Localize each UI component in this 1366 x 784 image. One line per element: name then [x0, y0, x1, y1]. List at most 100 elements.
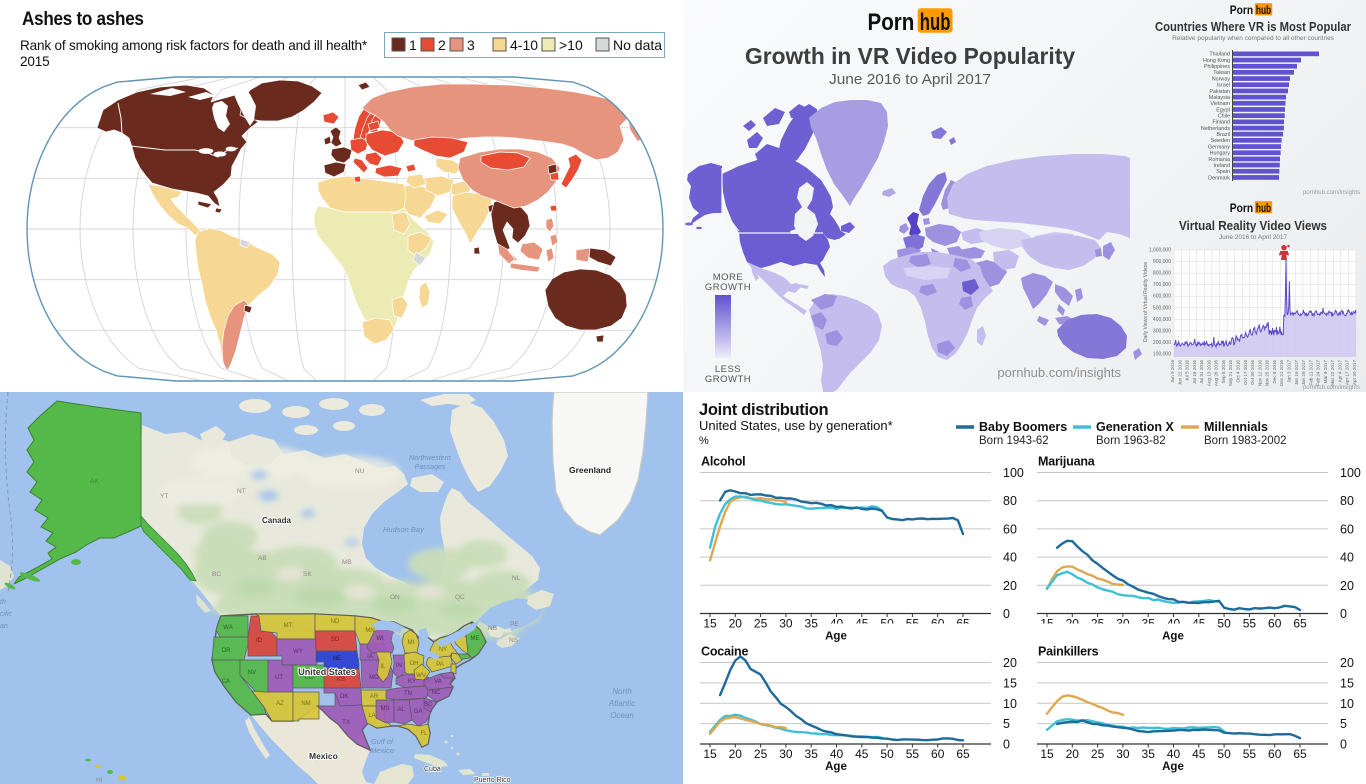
svg-text:Alcohol: Alcohol: [701, 455, 745, 469]
svg-text:Apr 30 2017: Apr 30 2017: [1352, 360, 1357, 385]
svg-text:Hungary: Hungary: [1210, 151, 1231, 157]
svg-text:30: 30: [779, 747, 793, 761]
svg-text:15: 15: [703, 617, 717, 631]
svg-text:TN: TN: [404, 691, 412, 697]
svg-text:PA: PA: [436, 662, 444, 668]
svg-text:Brazil: Brazil: [1217, 132, 1230, 138]
svg-text:Feb 11 2017: Feb 11 2017: [1308, 360, 1313, 386]
svg-text:Oct 30 2016: Oct 30 2016: [1250, 360, 1255, 385]
svg-text:2: 2: [438, 37, 446, 53]
svg-text:0: 0: [1003, 738, 1010, 752]
svg-text:IL: IL: [380, 664, 386, 670]
svg-text:UT: UT: [275, 675, 283, 681]
svg-text:Relative popularity when compa: Relative popularity when compared to all…: [1172, 35, 1335, 42]
svg-text:SK: SK: [303, 571, 312, 578]
svg-text:30: 30: [1116, 747, 1130, 761]
svg-text:AL: AL: [397, 707, 405, 713]
svg-text:NV: NV: [248, 670, 256, 676]
svg-text:CA: CA: [222, 679, 230, 685]
svg-text:40: 40: [1340, 551, 1354, 565]
svg-text:500,000: 500,000: [1153, 305, 1171, 311]
svg-text:Millennials: Millennials: [1204, 420, 1268, 434]
svg-text:AR: AR: [370, 694, 379, 700]
svg-text:GROWTH: GROWTH: [705, 374, 751, 385]
svg-text:100,000: 100,000: [1153, 352, 1171, 358]
svg-text:900,000: 900,000: [1153, 259, 1171, 265]
svg-text:Painkillers: Painkillers: [1038, 645, 1099, 659]
svg-text:50: 50: [880, 747, 894, 761]
svg-text:Born 1943-62: Born 1943-62: [979, 435, 1049, 447]
svg-text:MORE: MORE: [713, 272, 744, 283]
svg-text:OR: OR: [222, 648, 232, 654]
svg-text:GA: GA: [414, 709, 423, 715]
svg-text:200,000: 200,000: [1153, 340, 1171, 346]
svg-text:1: 1: [409, 37, 417, 53]
svg-text:10: 10: [1003, 697, 1017, 711]
svg-text:20: 20: [729, 617, 743, 631]
svg-text:LESS: LESS: [715, 364, 741, 375]
svg-text:0: 0: [1340, 738, 1347, 752]
svg-text:MB: MB: [342, 559, 352, 566]
svg-text:Born 1963-82: Born 1963-82: [1096, 435, 1166, 447]
svg-text:35: 35: [805, 617, 819, 631]
svg-text:QC: QC: [455, 594, 465, 601]
svg-text:Joint distribution: Joint distribution: [699, 401, 829, 419]
svg-text:cific: cific: [0, 611, 13, 618]
svg-text:45: 45: [1192, 747, 1206, 761]
svg-text:MI: MI: [408, 640, 415, 646]
svg-text:BC: BC: [212, 571, 221, 578]
svg-text:Daily Views of Virtual Reality: Daily Views of Virtual Reality Videos: [1143, 261, 1149, 342]
svg-text:20: 20: [1003, 579, 1017, 593]
svg-text:Northwestern: Northwestern: [409, 455, 451, 462]
svg-text:hub: hub: [1256, 3, 1271, 17]
svg-text:Jun 22 2016: Jun 22 2016: [1177, 360, 1182, 386]
svg-text:Canada: Canada: [262, 516, 291, 525]
svg-text:Jul 5 2016: Jul 5 2016: [1185, 360, 1190, 382]
svg-text:North: North: [612, 687, 632, 696]
svg-text:35: 35: [805, 747, 819, 761]
svg-text:Puerto Rico: Puerto Rico: [474, 777, 511, 784]
svg-text:Dec 8 2016: Dec 8 2016: [1272, 360, 1277, 384]
svg-text:an: an: [0, 623, 8, 630]
svg-text:Baby Boomers: Baby Boomers: [979, 420, 1067, 434]
svg-text:Generation X: Generation X: [1096, 420, 1174, 434]
svg-text:FL: FL: [420, 731, 428, 737]
svg-text:Feb 24 2017: Feb 24 2017: [1316, 360, 1321, 386]
svg-text:1,000,000: 1,000,000: [1149, 248, 1171, 254]
svg-text:Nov 12 2016: Nov 12 2016: [1257, 360, 1262, 386]
svg-text:GROWTH: GROWTH: [705, 282, 751, 293]
svg-text:15: 15: [703, 747, 717, 761]
svg-text:>10: >10: [559, 37, 583, 53]
svg-text:Dec 21 2016: Dec 21 2016: [1279, 360, 1284, 386]
svg-text:100: 100: [1340, 466, 1361, 480]
svg-text:Passages: Passages: [415, 464, 446, 471]
svg-text:Ocean: Ocean: [610, 711, 634, 720]
svg-text:No data: No data: [613, 37, 662, 53]
svg-text:Nov 25 2016: Nov 25 2016: [1265, 360, 1270, 386]
svg-text:50: 50: [1217, 617, 1231, 631]
svg-text:Norway: Norway: [1212, 76, 1231, 82]
svg-text:NS: NS: [509, 637, 519, 644]
svg-text:ND: ND: [331, 619, 340, 625]
svg-text:NB: NB: [488, 625, 497, 632]
svg-text:Egypt: Egypt: [1216, 107, 1230, 113]
svg-text:YT: YT: [160, 493, 168, 500]
svg-text:HI: HI: [96, 777, 103, 784]
svg-text:5: 5: [1003, 717, 1010, 731]
svg-text:20: 20: [1340, 579, 1354, 593]
svg-text:%: %: [699, 435, 709, 447]
svg-text:MT: MT: [284, 623, 293, 629]
svg-text:MS: MS: [381, 706, 390, 712]
svg-text:Age: Age: [1162, 761, 1184, 773]
svg-text:Philippines: Philippines: [1204, 64, 1230, 70]
svg-text:VA: VA: [434, 679, 442, 685]
svg-text:IN: IN: [396, 663, 402, 669]
svg-text:Malaysia: Malaysia: [1209, 95, 1230, 101]
svg-text:OH: OH: [410, 661, 419, 667]
svg-text:Porn: Porn: [1230, 201, 1253, 215]
svg-text:Mar 9 2017: Mar 9 2017: [1323, 360, 1328, 384]
svg-text:Aug 26 2016: Aug 26 2016: [1214, 360, 1219, 387]
svg-text:55: 55: [1243, 617, 1257, 631]
svg-text:Sep 8 2016: Sep 8 2016: [1221, 360, 1226, 384]
svg-text:60: 60: [931, 747, 945, 761]
